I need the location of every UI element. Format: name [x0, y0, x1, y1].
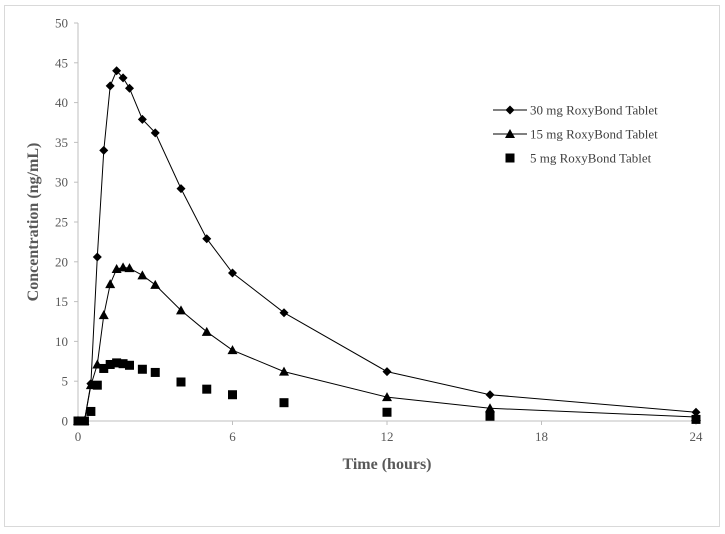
data-point: [150, 279, 161, 289]
legend: 30 mg RoxyBond Tablet 15 mg RoxyBond Tabl…: [493, 103, 658, 166]
data-point: [137, 364, 147, 374]
y-axis-title: Concentration (ng/mL): [25, 143, 42, 302]
data-point: [382, 407, 392, 417]
data-point: [202, 384, 212, 394]
x-axis-title: Time (hours): [342, 456, 431, 473]
data-point: [382, 392, 392, 402]
data-point: [150, 367, 160, 377]
data-point: [485, 390, 495, 400]
x-tick-label: 6: [229, 429, 236, 444]
legend-marker: [505, 153, 515, 163]
data-point: [92, 380, 102, 390]
legend-marker: [505, 129, 515, 138]
data-point: [105, 81, 115, 91]
y-tick-label: 45: [55, 55, 68, 70]
data-point: [79, 416, 89, 426]
y-tick-label: 5: [62, 374, 69, 389]
y-tick-label: 15: [55, 294, 68, 309]
data-point: [137, 270, 148, 280]
data-point: [98, 310, 109, 320]
data-point: [176, 377, 186, 387]
series-layer: [73, 66, 701, 426]
data-point: [73, 416, 83, 426]
data-point: [118, 73, 128, 83]
legend-label: 30 mg RoxyBond Tablet: [530, 103, 658, 118]
y-tick-label: 35: [55, 135, 68, 150]
axes: 0 5 10 15 20 25 30 35 40 45 50 0 6 12 18 24: [55, 16, 703, 445]
data-point: [125, 360, 134, 370]
data-point: [112, 358, 122, 368]
data-point: [201, 326, 212, 336]
data-point: [176, 184, 186, 194]
legend-label: 15 mg RoxyBond Tablet: [530, 127, 658, 142]
y-tick-label: 20: [55, 254, 68, 269]
data-point: [118, 262, 129, 272]
series-2: [73, 262, 701, 425]
data-point: [86, 406, 96, 416]
data-point: [150, 128, 160, 138]
series-line: [78, 69, 697, 422]
legend-marker: [505, 105, 515, 115]
data-point: [485, 411, 495, 421]
x-tick-label: 12: [381, 429, 394, 444]
data-point: [118, 359, 128, 369]
data-point: [112, 66, 122, 76]
data-point: [202, 234, 212, 244]
data-point: [92, 252, 102, 262]
data-point: [176, 305, 186, 315]
series-3: [73, 358, 701, 426]
data-point: [485, 403, 495, 413]
data-point: [105, 279, 116, 289]
y-tick-label: 30: [55, 175, 68, 190]
data-point: [124, 263, 135, 273]
x-tick-label: 18: [535, 429, 548, 444]
data-point: [279, 308, 289, 318]
legend-label: 5 mg RoxyBond Tablet: [530, 151, 652, 166]
data-point: [279, 366, 289, 376]
data-point: [228, 390, 237, 400]
data-point: [105, 359, 115, 369]
data-point: [691, 414, 701, 424]
series-1: [73, 66, 701, 426]
data-point: [382, 367, 392, 377]
x-tick-label: 0: [75, 429, 82, 444]
y-tick-label: 40: [55, 95, 68, 110]
data-point: [125, 83, 134, 93]
data-point: [279, 398, 289, 408]
data-point: [99, 145, 109, 155]
y-tick-label: 0: [62, 414, 69, 429]
data-point: [228, 268, 237, 278]
x-tick-label: 24: [690, 429, 704, 444]
data-point: [99, 363, 109, 373]
y-tick-label: 25: [55, 215, 68, 230]
data-point: [227, 345, 238, 355]
y-tick-label: 50: [55, 16, 68, 31]
data-point: [137, 114, 147, 124]
y-tick-label: 10: [55, 334, 68, 349]
